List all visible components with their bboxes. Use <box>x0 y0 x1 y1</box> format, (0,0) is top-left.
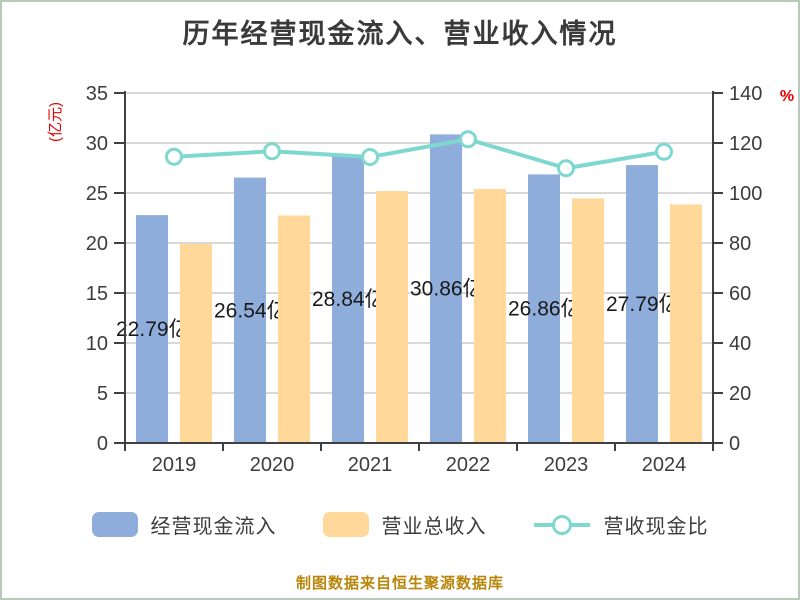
cash-ratio-line-marker-icon <box>533 514 590 535</box>
left-axis-unit-label: (亿元) <box>47 102 64 142</box>
cash-ratio-line <box>172 137 666 171</box>
cash-ratio-marker <box>557 159 575 178</box>
cash-ratio-marker <box>165 147 183 166</box>
right-tick-label: 20 <box>729 383 751 405</box>
chart-legend: 经营现金流入 营业总收入 营收现金比 <box>2 510 798 539</box>
bar-total-revenue <box>278 215 310 443</box>
bar-value-label: 28.84亿 <box>312 288 386 311</box>
bar-total-revenue <box>180 244 212 443</box>
x-tick-label: 2021 <box>348 454 393 476</box>
cash-ratio-marker <box>655 142 673 161</box>
right-tick-label: 60 <box>729 283 751 305</box>
bar-value-label: 26.54亿 <box>214 299 288 322</box>
total-revenue-swatch-icon <box>322 512 369 537</box>
right-tick-label: 100 <box>729 183 762 205</box>
left-tick-label: 35 <box>86 83 108 105</box>
bar-value-label: 22.79亿 <box>116 318 190 341</box>
left-tick-label: 15 <box>86 283 108 305</box>
right-axis-unit-label: % <box>780 88 794 105</box>
data-source-note: 制图数据来自恒生聚源数据库 <box>295 575 504 592</box>
combo-chart-canvas: 22.79亿 26.54亿 28.84亿 30.86亿 26.86亿 27.79亿 0 5 10… <box>47 83 794 476</box>
bar-value-label: 27.79亿 <box>606 293 680 316</box>
bar-total-revenue <box>670 204 702 443</box>
x-tick-label: 2019 <box>152 454 197 476</box>
legend-item-cash-ratio[interactable]: 营收现金比 <box>533 510 709 539</box>
x-tick-label: 2022 <box>446 454 491 476</box>
left-tick-label: 25 <box>86 183 108 205</box>
bar-cash-inflow <box>234 177 266 443</box>
legend-label-total-revenue: 营业总收入 <box>381 516 487 538</box>
left-tick-label: 30 <box>86 133 108 155</box>
left-tick-label: 10 <box>86 333 108 355</box>
bar-cash-inflow <box>430 134 462 443</box>
right-tick-label: 120 <box>729 133 762 155</box>
left-tick-label: 5 <box>97 383 108 405</box>
legend-item-cash-inflow[interactable]: 经营现金流入 <box>91 510 277 539</box>
bar-cash-inflow <box>332 154 364 443</box>
legend-label-cash-inflow: 经营现金流入 <box>150 516 277 538</box>
bar-value-label: 26.86亿 <box>508 298 582 321</box>
x-tick-label: 2020 <box>250 454 295 476</box>
bar-total-revenue <box>572 198 604 443</box>
left-tick-label: 20 <box>86 233 108 255</box>
legend-label-cash-ratio: 营收现金比 <box>603 516 709 538</box>
bar-total-revenue <box>376 191 408 443</box>
x-tick-label: 2024 <box>642 454 687 476</box>
cash-ratio-marker <box>459 130 477 149</box>
x-tick-label: 2023 <box>544 454 589 476</box>
bar-cash-inflow <box>528 174 560 443</box>
right-tick-label: 140 <box>729 83 762 105</box>
bar-value-label: 30.86亿 <box>410 278 484 301</box>
bar-total-revenue <box>474 189 506 443</box>
left-tick-label: 0 <box>97 433 108 455</box>
cash-ratio-marker <box>361 148 379 166</box>
page-title: 历年经营现金流入、营业收入情况 <box>182 19 618 49</box>
right-tick-label: 40 <box>729 333 751 355</box>
cash-inflow-swatch-icon <box>91 512 138 537</box>
bar-cash-inflow <box>136 215 168 443</box>
legend-item-total-revenue[interactable]: 营业总收入 <box>322 510 487 539</box>
cash-ratio-marker <box>263 142 281 161</box>
right-tick-label: 0 <box>729 433 740 455</box>
bar-cash-inflow <box>626 165 658 443</box>
right-tick-label: 80 <box>729 233 751 255</box>
